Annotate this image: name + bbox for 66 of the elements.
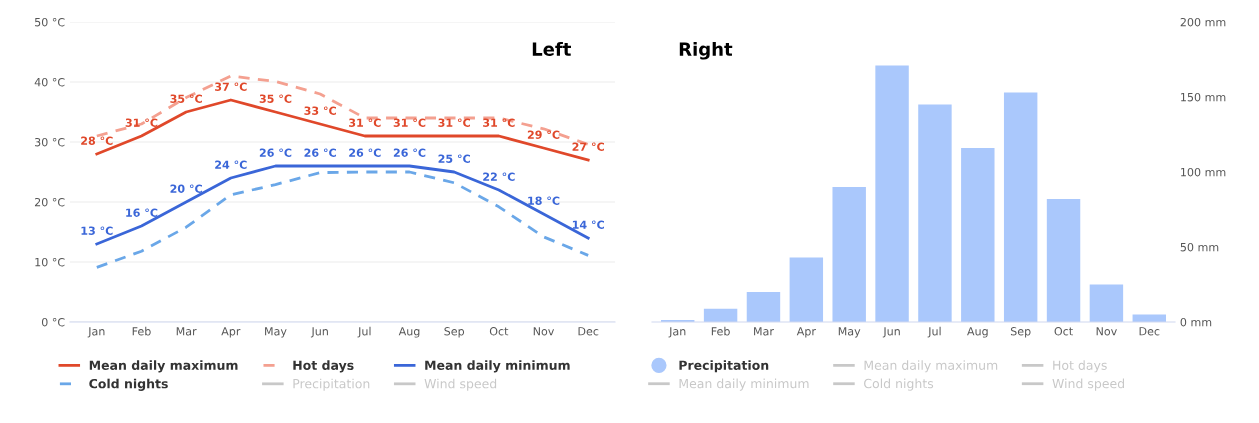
data-label: 35 °C bbox=[259, 94, 292, 103]
legend-label: Mean daily minimum bbox=[425, 360, 570, 373]
data-label: 31 °C bbox=[125, 118, 158, 127]
y-tick-label: 30 °C bbox=[35, 137, 65, 147]
x-tick-label: Aug bbox=[967, 327, 988, 338]
data-label: 18 °C bbox=[528, 196, 560, 205]
data-label: 37 °C bbox=[215, 82, 247, 91]
data-label: 26 °C bbox=[259, 148, 292, 157]
x-tick-label: Jun bbox=[882, 327, 900, 338]
data-label: 29 °C bbox=[527, 130, 560, 139]
y-tick-label: 10 °C bbox=[35, 257, 65, 267]
legend-label: Mean daily maximum bbox=[89, 360, 238, 373]
data-label: 31 °C bbox=[438, 118, 470, 127]
y-tick-label: 150 mm bbox=[1181, 92, 1226, 102]
y-tick-label: 100 mm bbox=[1181, 167, 1226, 177]
data-label: 20 °C bbox=[170, 184, 202, 193]
x-tick-label: Sep bbox=[1010, 327, 1031, 338]
x-tick-label: Aug bbox=[398, 327, 420, 338]
y-tick-label: 200 mm bbox=[1180, 17, 1226, 27]
x-tick-label: Nov bbox=[533, 327, 555, 336]
data-label: 33 °C bbox=[304, 106, 336, 115]
y-tick-label: 50 mm bbox=[1180, 242, 1219, 252]
y-tick-label: 0 °C bbox=[41, 317, 65, 327]
x-tick-label: Sep bbox=[444, 327, 465, 338]
x-tick-label: Mar bbox=[176, 327, 197, 336]
data-label: 26 °C bbox=[393, 148, 426, 157]
x-tick-label: Oct bbox=[1054, 327, 1073, 336]
x-tick-label: Jul bbox=[357, 326, 371, 338]
x-tick-label: Nov bbox=[1096, 327, 1117, 336]
x-tick-label: Feb bbox=[711, 326, 730, 336]
x-tick-label: Dec bbox=[578, 327, 599, 336]
data-label: 13 °C bbox=[81, 226, 113, 235]
data-label: 25 °C bbox=[438, 154, 470, 163]
y-tick-label: 0 mm bbox=[1180, 317, 1212, 327]
legend-label: Hot days bbox=[293, 360, 354, 373]
x-tick-label: Jan bbox=[87, 327, 105, 338]
x-tick-label: Apr bbox=[221, 327, 241, 338]
data-label: 16 °C bbox=[126, 208, 158, 217]
data-label: 24 °C bbox=[215, 160, 247, 169]
x-tick-label: May bbox=[265, 327, 287, 338]
text: Left bbox=[532, 41, 571, 56]
y-tick-label: 20 °C bbox=[34, 197, 65, 207]
x-tick-label: Jan bbox=[668, 327, 686, 338]
data-label: 22 °C bbox=[483, 172, 515, 181]
data-label: 26 °C bbox=[304, 148, 336, 157]
legend-label: Cold nights bbox=[89, 378, 168, 391]
x-tick-label: Oct bbox=[489, 327, 509, 336]
x-tick-label: Mar bbox=[754, 327, 774, 336]
data-label: 26 °C bbox=[349, 148, 381, 157]
x-tick-label: Apr bbox=[796, 327, 816, 338]
x-tick-label: Dec bbox=[1139, 327, 1160, 336]
legend-label: Precipitation bbox=[679, 360, 769, 373]
x-tick-label: May bbox=[838, 327, 861, 338]
y-tick-label: 50 °C bbox=[35, 17, 65, 27]
y-tick-label: 40 °C bbox=[34, 77, 65, 87]
data-label: 31 °C bbox=[349, 118, 381, 127]
text: Right bbox=[679, 41, 733, 60]
data-label: 31 °C bbox=[393, 118, 426, 127]
x-tick-label: Feb bbox=[132, 326, 151, 336]
x-tick-label: Jun bbox=[310, 327, 328, 338]
data-label: 27 °C bbox=[572, 142, 605, 151]
data-label: 14 °C bbox=[572, 220, 605, 229]
data-label: 28 °C bbox=[81, 136, 113, 145]
data-label: 31 °C bbox=[483, 118, 515, 127]
data-label: 35 °C bbox=[170, 94, 202, 103]
x-tick-label: Jul bbox=[927, 326, 941, 338]
